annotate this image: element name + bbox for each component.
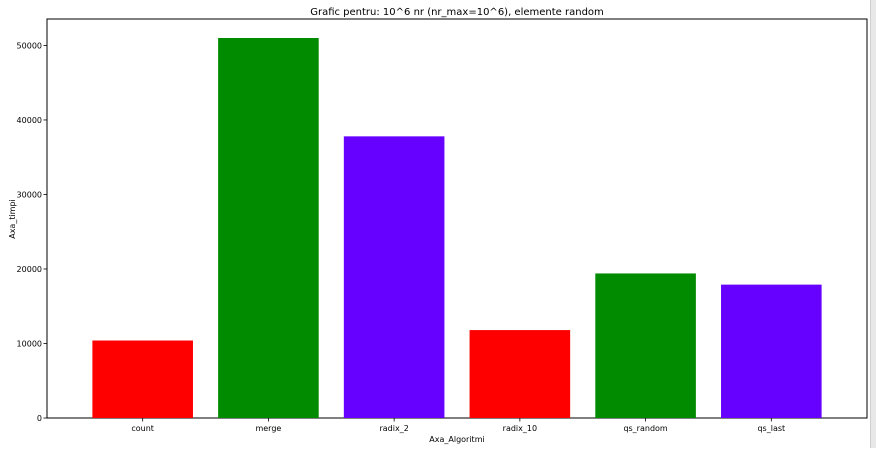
x-tick-label: radix_10 [503, 424, 537, 433]
y-tick-label: 30000 [17, 190, 42, 199]
y-tick-label: 40000 [17, 116, 42, 125]
bar-qs_last [721, 284, 822, 418]
y-tick-label: 0 [37, 414, 42, 423]
y-axis-label: Axa_timpi [8, 199, 17, 239]
x-axis-label: Axa_Algoritmi [429, 435, 484, 444]
chart-title: Grafic pentru: 10^6 nr (nr_max=10^6), el… [310, 7, 604, 18]
bar-radix_10 [469, 330, 571, 418]
x-tick-label: qs_random [623, 424, 667, 433]
bar-radix_2 [343, 136, 445, 418]
y-ticks-group: 0 10000 20000 30000 40000 50000 [17, 41, 47, 423]
x-tick-label: qs_last [757, 424, 785, 433]
x-tick-label: count [131, 424, 154, 433]
bars-group [92, 38, 822, 418]
bar-count [92, 340, 193, 418]
x-ticks-group: count merge radix_2 radix_10 qs_random qs_las… [131, 418, 785, 433]
window-edge [870, 0, 876, 448]
x-tick-label: radix_2 [379, 424, 408, 433]
bar-merge [218, 38, 319, 418]
bar-qs_random [595, 273, 696, 418]
x-tick-label: merge [255, 424, 281, 433]
y-tick-label: 10000 [17, 339, 42, 348]
y-tick-label: 20000 [17, 265, 42, 274]
y-tick-label: 50000 [17, 41, 42, 50]
